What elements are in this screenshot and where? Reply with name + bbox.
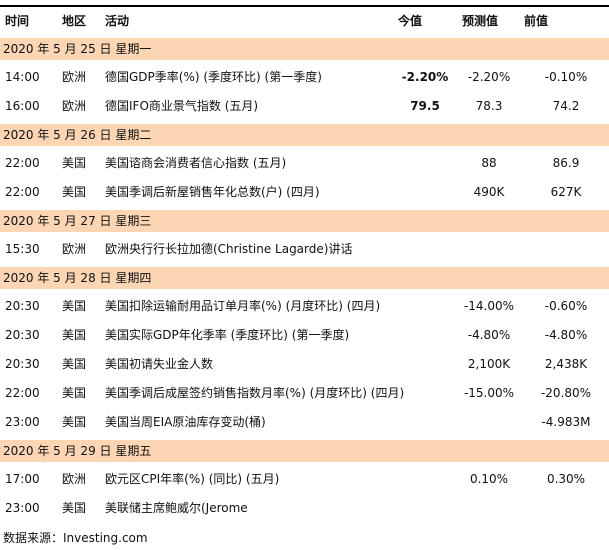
event-region: 美国 xyxy=(62,501,87,515)
date-section-header: 2020 年 5 月 26 日 星期二 xyxy=(0,124,609,146)
previous-value: 86.9 xyxy=(552,156,580,170)
previous-value: 627K xyxy=(550,185,582,199)
previous-value: -4.983M xyxy=(541,415,591,429)
event-activity: 美国当周EIA原油库存变动(桶) xyxy=(105,415,266,429)
table-row: 20:30 美国 美国扣除运输耐用品订单月率(%) (月度环比) (四月) -14.0… xyxy=(0,292,609,321)
previous-value: 2,438K xyxy=(544,357,588,371)
previous-value: -4.80% xyxy=(544,328,588,342)
forecast-value: 0.10% xyxy=(469,472,509,486)
table-row: 22:00 美国 美国季调后成屋签约销售指数月率(%) (月度环比) (四月) -15… xyxy=(0,379,609,408)
table-row: 22:00 美国 美国谘商会消费者信心指数 (五月) 88 86.9 xyxy=(0,149,609,178)
header-actual: 今值 xyxy=(397,14,422,28)
table-row: 15:30 欧洲 欧洲央行行长拉加德(Christine Lagarde)讲话 xyxy=(0,235,609,264)
forecast-value: -14.00% xyxy=(463,299,515,313)
header-time: 时间 xyxy=(5,14,30,28)
forecast-value: 2,100K xyxy=(467,357,511,371)
event-activity: 德国GDP季率(%) (季度环比) (第一季度) xyxy=(105,70,322,84)
forecast-value: 88 xyxy=(481,156,497,170)
header-region: 地区 xyxy=(62,14,87,28)
event-time: 20:30 xyxy=(5,328,40,342)
event-region: 欧洲 xyxy=(62,472,87,486)
event-region: 欧洲 xyxy=(62,242,87,256)
previous-value: -0.10% xyxy=(544,70,588,84)
table-row: 20:30 美国 美国实际GDP年化季率 (季度环比) (第一季度) -4.80% -4… xyxy=(0,321,609,350)
event-region: 美国 xyxy=(62,415,87,429)
header-activity: 活动 xyxy=(105,14,130,28)
table-header: 时间 地区 活动 今值 预测值 前值 xyxy=(0,7,609,35)
event-region: 美国 xyxy=(62,386,87,400)
event-region: 美国 xyxy=(62,185,87,199)
event-activity: 美国初请失业金人数 xyxy=(105,357,214,371)
header-forecast: 预测值 xyxy=(461,14,498,28)
event-time: 14:00 xyxy=(5,70,40,84)
event-region: 美国 xyxy=(62,328,87,342)
table-row: 22:00 美国 美国季调后新屋销售年化总数(户) (四月) 490K 627K xyxy=(0,178,609,207)
forecast-value: -4.80% xyxy=(467,328,511,342)
event-activity: 美联储主席鲍威尔(Jerome xyxy=(105,501,248,515)
table-row: 14:00 欧洲 德国GDP季率(%) (季度环比) (第一季度) -2.20% -2.… xyxy=(0,63,609,92)
actual-value: 79.5 xyxy=(410,99,440,113)
data-source-note: 数据来源：Investing.com xyxy=(3,531,148,545)
table-top-border xyxy=(0,5,609,7)
date-section-header: 2020 年 5 月 25 日 星期一 xyxy=(0,38,609,60)
event-activity: 美国季调后新屋销售年化总数(户) (四月) xyxy=(105,185,320,199)
event-time: 22:00 xyxy=(5,386,40,400)
event-region: 欧洲 xyxy=(62,70,87,84)
event-activity: 德国IFO商业景气指数 (五月) xyxy=(105,99,259,113)
event-activity: 美国季调后成屋签约销售指数月率(%) (月度环比) (四月) xyxy=(105,386,405,400)
header-previous: 前值 xyxy=(523,14,548,28)
previous-value: -20.80% xyxy=(540,386,592,400)
event-time: 16:00 xyxy=(5,99,40,113)
event-time: 22:00 xyxy=(5,185,40,199)
event-activity: 美国谘商会消费者信心指数 (五月) xyxy=(105,156,287,170)
event-region: 美国 xyxy=(62,299,87,313)
date-label: 2020 年 5 月 28 日 星期四 xyxy=(3,271,152,285)
table-row: 23:00 美国 美联储主席鲍威尔(Jerome xyxy=(0,494,609,523)
date-section-header: 2020 年 5 月 27 日 星期三 xyxy=(0,210,609,232)
date-label: 2020 年 5 月 26 日 星期二 xyxy=(3,128,152,142)
previous-value: -0.60% xyxy=(544,299,588,313)
forecast-value: 78.3 xyxy=(475,99,503,113)
date-section-header: 2020 年 5 月 29 日 星期五 xyxy=(0,440,609,462)
event-time: 23:00 xyxy=(5,501,40,515)
previous-value: 74.2 xyxy=(552,99,580,113)
event-time: 23:00 xyxy=(5,415,40,429)
event-region: 美国 xyxy=(62,357,87,371)
date-section-header: 2020 年 5 月 28 日 星期四 xyxy=(0,267,609,289)
forecast-value: -2.20% xyxy=(467,70,511,84)
event-time: 15:30 xyxy=(5,242,40,256)
date-label: 2020 年 5 月 25 日 星期一 xyxy=(3,42,152,56)
date-label: 2020 年 5 月 27 日 星期三 xyxy=(3,214,152,228)
event-activity: 美国实际GDP年化季率 (季度环比) (第一季度) xyxy=(105,328,350,342)
table-row: 20:30 美国 美国初请失业金人数 2,100K 2,438K xyxy=(0,350,609,379)
event-region: 欧洲 xyxy=(62,99,87,113)
event-time: 22:00 xyxy=(5,156,40,170)
previous-value: 0.30% xyxy=(546,472,586,486)
event-activity: 欧元区CPI年率(%) (同比) (五月) xyxy=(105,472,280,486)
forecast-value: 490K xyxy=(473,185,505,199)
table-row: 16:00 欧洲 德国IFO商业景气指数 (五月) 79.5 78.3 74.2 xyxy=(0,92,609,121)
event-activity: 美国扣除运输耐用品订单月率(%) (月度环比) (四月) xyxy=(105,299,381,313)
event-time: 20:30 xyxy=(5,357,40,371)
event-region: 美国 xyxy=(62,156,87,170)
table-row: 17:00 欧洲 欧元区CPI年率(%) (同比) (五月) 0.10% 0.30% xyxy=(0,465,609,494)
actual-value: -2.20% xyxy=(401,70,449,84)
event-time: 17:00 xyxy=(5,472,40,486)
event-time: 20:30 xyxy=(5,299,40,313)
date-label: 2020 年 5 月 29 日 星期五 xyxy=(3,444,152,458)
table-row: 23:00 美国 美国当周EIA原油库存变动(桶) -4.983M xyxy=(0,408,609,437)
event-activity: 欧洲央行行长拉加德(Christine Lagarde)讲话 xyxy=(105,242,353,256)
forecast-value: -15.00% xyxy=(463,386,515,400)
